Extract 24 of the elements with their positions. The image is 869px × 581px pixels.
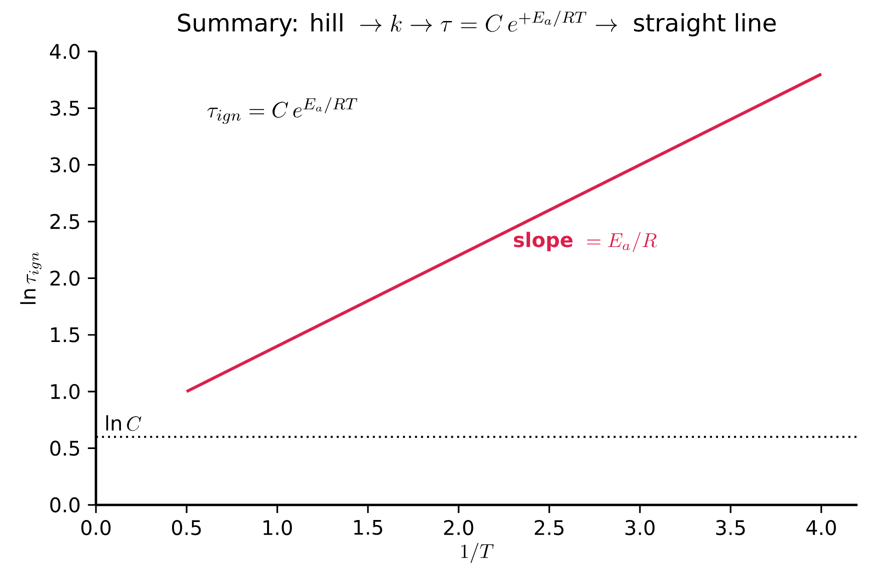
annotation: $\mbox{\bfseries slope }=E_a/R$	[514, 232, 657, 252]
y-tick-label: 4.0	[50, 44, 80, 59]
x-tick-label: 2.0	[444, 520, 474, 536]
ref-line-label: $\ln C$	[106, 415, 142, 431]
x-axis-title: $1/T$	[461, 542, 494, 563]
x-tick-label: 4.0	[806, 520, 836, 536]
y-tick-label: 1.0	[51, 384, 80, 399]
y-tick-label: 0.0	[50, 497, 80, 512]
y-tick-label: 2.5	[50, 214, 80, 229]
x-tick-label: 0.5	[172, 520, 201, 536]
y-tick-label: 3.0	[50, 157, 80, 172]
x-tick-label: 0.0	[81, 520, 111, 536]
x-tick-label: 3.5	[716, 520, 745, 536]
y-axis-title: $\ln\tau_{ign}$	[20, 252, 42, 304]
x-tick-label: 3.0	[626, 520, 655, 536]
y-tick-label: 0.5	[50, 440, 80, 456]
y-tick-label: 3.5	[50, 100, 80, 116]
x-tick-label: 2.5	[534, 520, 564, 536]
annotation: $\tau_{ign}=C\,e^{E_a/RT}$	[207, 97, 358, 124]
x-tick-label: 1.5	[354, 520, 382, 535]
y-tick-label: 1.5	[51, 327, 80, 342]
x-tick-label: 1.0	[264, 520, 292, 536]
chart-title: $\mbox{Summary: hill }\to k\to\tau=C\,e^{+E_a/RT}\to\mbox{ straight line}$	[178, 10, 776, 36]
y-tick-label: 2.0	[50, 270, 80, 286]
